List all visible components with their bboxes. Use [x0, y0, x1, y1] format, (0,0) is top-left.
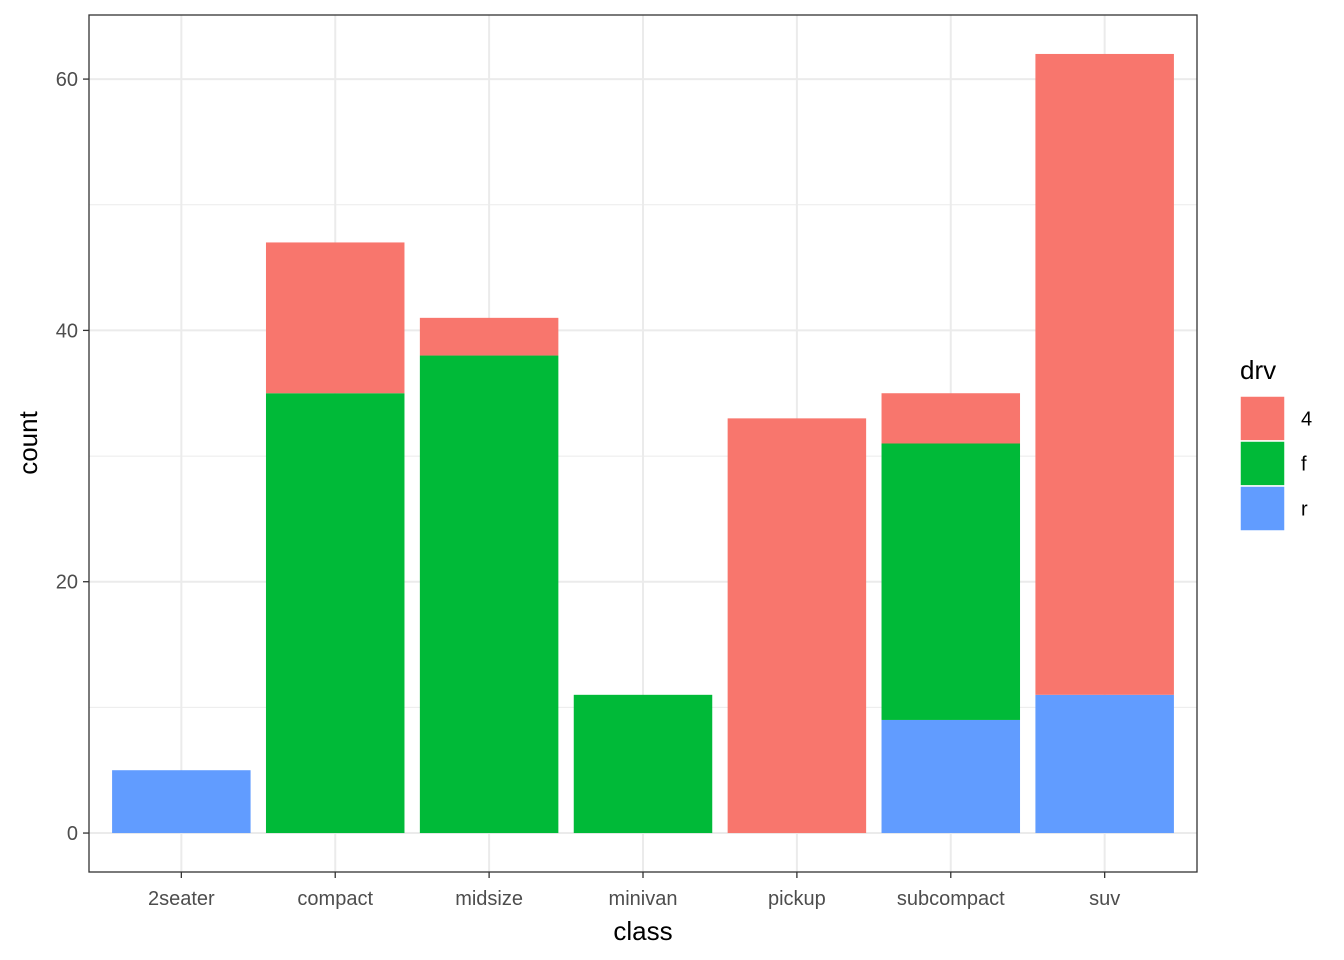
- bar-compact-4: [265, 242, 405, 394]
- axes: 0 20 40 60 2seater compact midsize minivan picku…: [56, 69, 1120, 910]
- bar-2seater-r: [112, 770, 251, 834]
- x-tick-label: midsize: [455, 888, 523, 910]
- y-tick-label: 20: [56, 572, 78, 594]
- legend-label-4: 4: [1301, 409, 1312, 431]
- x-axis-title: class: [613, 916, 672, 946]
- bars: [112, 53, 1174, 834]
- legend-label-r: r: [1301, 499, 1308, 521]
- y-tick-label: 60: [56, 69, 78, 91]
- bar-suv-r: [1035, 694, 1174, 834]
- legend-label-f: f: [1301, 454, 1307, 476]
- bar-suv-4: [1035, 53, 1174, 695]
- x-tick-label: subcompact: [897, 888, 1005, 910]
- bar-subcompact-r: [881, 719, 1021, 834]
- bar-compact-f: [265, 393, 405, 834]
- y-tick-label: 0: [67, 823, 78, 845]
- bar-minivan-f: [573, 694, 713, 834]
- bar-midsize-f: [419, 355, 559, 834]
- bar-subcompact-f: [881, 443, 1021, 720]
- legend-key-4: [1239, 395, 1286, 442]
- x-tick-label: 2seater: [148, 888, 215, 910]
- bar-midsize-4: [419, 317, 559, 356]
- bar-subcompact-4: [881, 393, 1021, 444]
- x-tick-label: compact: [297, 888, 373, 910]
- bar-pickup-4: [727, 418, 867, 834]
- y-axis-title: count: [13, 410, 43, 474]
- x-tick-label: minivan: [609, 888, 678, 910]
- legend-title: drv: [1240, 355, 1276, 385]
- legend: drv 4 f r: [1239, 355, 1312, 532]
- y-tick-label: 40: [56, 320, 78, 342]
- legend-key-f: [1239, 440, 1286, 487]
- legend-key-r: [1239, 485, 1286, 532]
- x-tick-label: suv: [1089, 888, 1120, 910]
- x-tick-label: pickup: [768, 888, 826, 910]
